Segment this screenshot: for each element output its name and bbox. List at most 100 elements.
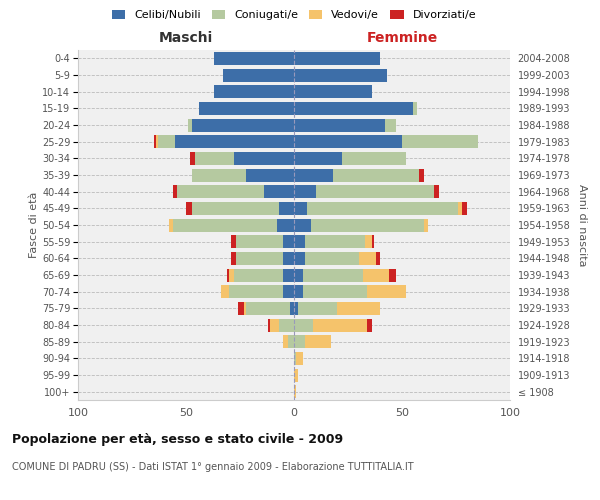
Bar — [270, 318, 279, 332]
Bar — [232, 235, 236, 248]
Bar — [247, 168, 294, 181]
Bar — [296, 352, 302, 365]
Bar — [294, 68, 387, 82]
Bar — [279, 318, 294, 332]
Bar — [214, 85, 294, 98]
Legend: Celibi/Nubili, Coniugati/e, Vedovi/e, Divorziati/e: Celibi/Nubili, Coniugati/e, Vedovi/e, Di… — [107, 6, 481, 25]
Bar — [156, 135, 158, 148]
Bar — [294, 252, 305, 265]
Bar — [294, 118, 385, 132]
Bar — [294, 352, 296, 365]
Bar — [333, 168, 419, 181]
Bar — [419, 168, 424, 181]
Bar — [154, 135, 156, 148]
Bar — [341, 152, 406, 165]
Bar — [199, 102, 294, 115]
Bar — [367, 318, 372, 332]
Bar — [223, 68, 294, 82]
Bar — [458, 202, 463, 215]
Bar — [227, 268, 229, 281]
Bar — [305, 252, 359, 265]
Bar — [229, 268, 233, 281]
Bar — [359, 252, 376, 265]
Bar — [186, 202, 193, 215]
Bar — [169, 218, 173, 232]
Bar — [232, 252, 236, 265]
Bar — [283, 268, 294, 281]
Bar — [294, 168, 333, 181]
Bar — [305, 335, 331, 348]
Bar — [294, 318, 313, 332]
Bar — [214, 52, 294, 65]
Bar — [294, 102, 413, 115]
Bar — [294, 185, 316, 198]
Bar — [188, 118, 193, 132]
Bar — [247, 302, 290, 315]
Bar — [283, 335, 287, 348]
Bar — [294, 302, 298, 315]
Bar — [238, 302, 244, 315]
Bar — [178, 185, 264, 198]
Bar — [294, 235, 305, 248]
Bar — [294, 268, 302, 281]
Bar — [221, 285, 229, 298]
Bar — [434, 185, 439, 198]
Bar — [294, 52, 380, 65]
Bar — [283, 235, 294, 248]
Bar — [385, 118, 395, 132]
Bar — [229, 285, 283, 298]
Bar — [294, 368, 298, 382]
Bar — [463, 202, 467, 215]
Bar — [236, 252, 283, 265]
Bar — [175, 135, 294, 148]
Bar — [283, 285, 294, 298]
Bar — [365, 235, 372, 248]
Y-axis label: Fasce di età: Fasce di età — [29, 192, 39, 258]
Bar — [294, 135, 402, 148]
Bar — [367, 285, 406, 298]
Bar — [294, 85, 372, 98]
Bar — [190, 152, 194, 165]
Bar — [283, 252, 294, 265]
Bar — [376, 252, 380, 265]
Bar — [173, 218, 277, 232]
Bar — [158, 135, 175, 148]
Bar — [294, 285, 302, 298]
Bar — [193, 168, 247, 181]
Bar — [363, 268, 389, 281]
Bar — [302, 285, 367, 298]
Bar — [233, 268, 283, 281]
Text: Popolazione per età, sesso e stato civile - 2009: Popolazione per età, sesso e stato civil… — [12, 432, 343, 446]
Bar — [294, 385, 296, 398]
Bar — [294, 152, 341, 165]
Bar — [279, 202, 294, 215]
Bar — [193, 118, 294, 132]
Bar — [294, 335, 305, 348]
Bar — [268, 318, 270, 332]
Bar — [372, 235, 374, 248]
Bar — [389, 268, 395, 281]
Bar — [413, 102, 417, 115]
Y-axis label: Anni di nascita: Anni di nascita — [577, 184, 587, 266]
Bar — [402, 135, 478, 148]
Text: Maschi: Maschi — [159, 31, 213, 45]
Bar — [424, 218, 428, 232]
Bar — [294, 218, 311, 232]
Bar — [337, 302, 380, 315]
Bar — [173, 185, 178, 198]
Bar — [277, 218, 294, 232]
Bar — [313, 318, 367, 332]
Bar — [290, 302, 294, 315]
Bar — [236, 235, 283, 248]
Text: Femmine: Femmine — [367, 31, 437, 45]
Bar — [233, 152, 294, 165]
Bar — [307, 202, 458, 215]
Text: COMUNE DI PADRU (SS) - Dati ISTAT 1° gennaio 2009 - Elaborazione TUTTITALIA.IT: COMUNE DI PADRU (SS) - Dati ISTAT 1° gen… — [12, 462, 413, 472]
Bar — [287, 335, 294, 348]
Bar — [264, 185, 294, 198]
Bar — [193, 202, 279, 215]
Bar — [316, 185, 434, 198]
Bar — [294, 202, 307, 215]
Bar — [305, 235, 365, 248]
Bar — [244, 302, 247, 315]
